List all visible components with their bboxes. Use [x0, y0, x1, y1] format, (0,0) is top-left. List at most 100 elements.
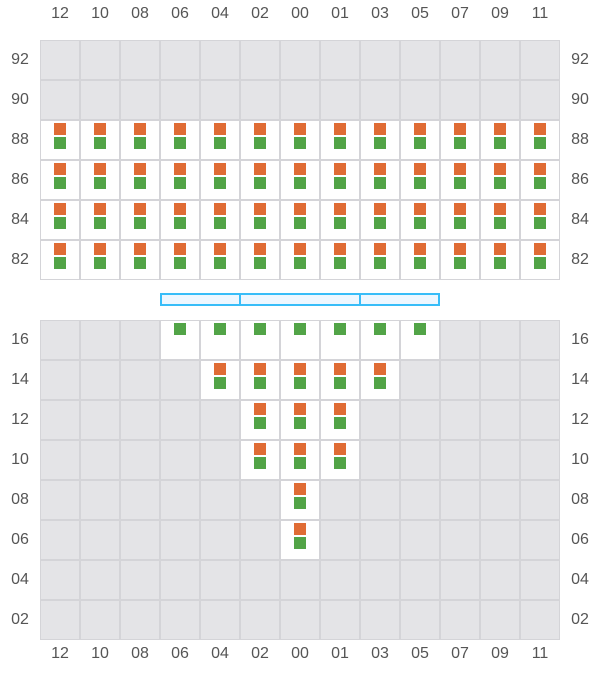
seat-cell-occupied[interactable] [400, 160, 440, 200]
seat-cell-occupied[interactable] [320, 440, 360, 480]
seat-cell-occupied[interactable] [280, 360, 320, 400]
seat-cell-occupied[interactable] [160, 200, 200, 240]
seat-cell-empty [360, 560, 400, 600]
seat-cell-occupied[interactable] [280, 320, 320, 360]
seat-cell-occupied[interactable] [400, 120, 440, 160]
seat-cell-occupied[interactable] [320, 200, 360, 240]
green-marker [294, 217, 306, 229]
green-marker [534, 257, 546, 269]
seat-cell-occupied[interactable] [200, 240, 240, 280]
seat-cell-occupied[interactable] [200, 360, 240, 400]
seat-cell-occupied[interactable] [280, 480, 320, 520]
seat-cell-occupied[interactable] [280, 520, 320, 560]
seat-cell-occupied[interactable] [40, 200, 80, 240]
seat-cell-occupied[interactable] [520, 160, 560, 200]
seat-cell-occupied[interactable] [40, 240, 80, 280]
seat-cell-empty [200, 520, 240, 560]
seat-cell-occupied[interactable] [240, 200, 280, 240]
green-marker [534, 137, 546, 149]
seat-cell-empty [440, 320, 480, 360]
seat-cell-occupied[interactable] [200, 200, 240, 240]
seat-cell-occupied[interactable] [520, 200, 560, 240]
seat-cell-occupied[interactable] [80, 240, 120, 280]
seat-cell-occupied[interactable] [160, 120, 200, 160]
row-label-right: 90 [571, 91, 589, 108]
seat-cell-occupied[interactable] [160, 320, 200, 360]
seat-cell-empty [280, 600, 320, 640]
seat-cell-occupied[interactable] [480, 120, 520, 160]
seat-cell-occupied[interactable] [240, 160, 280, 200]
seat-cell-occupied[interactable] [240, 120, 280, 160]
orange-marker [374, 243, 386, 255]
seat-cell-occupied[interactable] [440, 160, 480, 200]
seat-cell-occupied[interactable] [440, 200, 480, 240]
orange-marker [374, 123, 386, 135]
seat-cell-occupied[interactable] [280, 400, 320, 440]
seat-cell-empty [520, 440, 560, 480]
seat-cell-occupied[interactable] [360, 240, 400, 280]
seat-cell-occupied[interactable] [360, 160, 400, 200]
seat-cell-occupied[interactable] [280, 120, 320, 160]
seat-cell-occupied[interactable] [400, 200, 440, 240]
column-label-bottom: 02 [251, 645, 269, 662]
seat-cell-occupied[interactable] [240, 400, 280, 440]
seat-cell-occupied[interactable] [240, 320, 280, 360]
orange-marker [494, 203, 506, 215]
seat-cell-occupied[interactable] [80, 160, 120, 200]
seat-cell-occupied[interactable] [40, 160, 80, 200]
seat-cell-occupied[interactable] [280, 160, 320, 200]
seat-cell-occupied[interactable] [240, 240, 280, 280]
seat-cell-occupied[interactable] [200, 160, 240, 200]
green-marker [254, 137, 266, 149]
seat-cell-occupied[interactable] [40, 120, 80, 160]
row-label-left: 04 [11, 571, 29, 588]
seat-cell-occupied[interactable] [520, 120, 560, 160]
seat-cell-occupied[interactable] [280, 200, 320, 240]
seat-cell-empty [520, 80, 560, 120]
seat-cell-occupied[interactable] [440, 120, 480, 160]
seat-cell-occupied[interactable] [440, 240, 480, 280]
seat-cell-occupied[interactable] [320, 240, 360, 280]
seat-cell-occupied[interactable] [120, 120, 160, 160]
seat-cell-occupied[interactable] [120, 200, 160, 240]
seat-cell-occupied[interactable] [480, 160, 520, 200]
seat-cell-occupied[interactable] [480, 200, 520, 240]
seat-cell-occupied[interactable] [120, 160, 160, 200]
green-marker [254, 257, 266, 269]
orange-marker [254, 363, 266, 375]
green-marker [94, 217, 106, 229]
seat-cell-occupied[interactable] [320, 120, 360, 160]
seat-cell-occupied[interactable] [360, 120, 400, 160]
seat-cell-empty [520, 360, 560, 400]
seat-cell-occupied[interactable] [200, 120, 240, 160]
seat-cell-occupied[interactable] [520, 240, 560, 280]
seat-cell-occupied[interactable] [80, 120, 120, 160]
seat-cell-occupied[interactable] [320, 160, 360, 200]
seat-cell-occupied[interactable] [400, 320, 440, 360]
seat-cell-occupied[interactable] [240, 440, 280, 480]
seat-cell-occupied[interactable] [200, 320, 240, 360]
seat-cell-occupied[interactable] [160, 240, 200, 280]
seat-cell-occupied[interactable] [120, 240, 160, 280]
seat-cell-occupied[interactable] [160, 160, 200, 200]
seat-cell-occupied[interactable] [360, 200, 400, 240]
seat-cell-occupied[interactable] [400, 240, 440, 280]
seat-cell-occupied[interactable] [360, 360, 400, 400]
row-label-right: 10 [571, 451, 589, 468]
seat-cell-occupied[interactable] [320, 360, 360, 400]
seat-cell-occupied[interactable] [320, 400, 360, 440]
green-marker [414, 177, 426, 189]
orange-marker [494, 243, 506, 255]
seat-cell-occupied[interactable] [80, 200, 120, 240]
seat-cell-occupied[interactable] [280, 440, 320, 480]
seat-cell-occupied[interactable] [360, 320, 400, 360]
seat-cell-empty [480, 600, 520, 640]
seat-cell-occupied[interactable] [480, 240, 520, 280]
seat-cell-occupied[interactable] [240, 360, 280, 400]
green-marker [534, 177, 546, 189]
seat-cell-occupied[interactable] [320, 320, 360, 360]
divider-bar-segment [359, 293, 440, 306]
column-label-bottom: 03 [371, 645, 389, 662]
seat-cell-occupied[interactable] [280, 240, 320, 280]
column-label-top: 09 [491, 5, 509, 22]
